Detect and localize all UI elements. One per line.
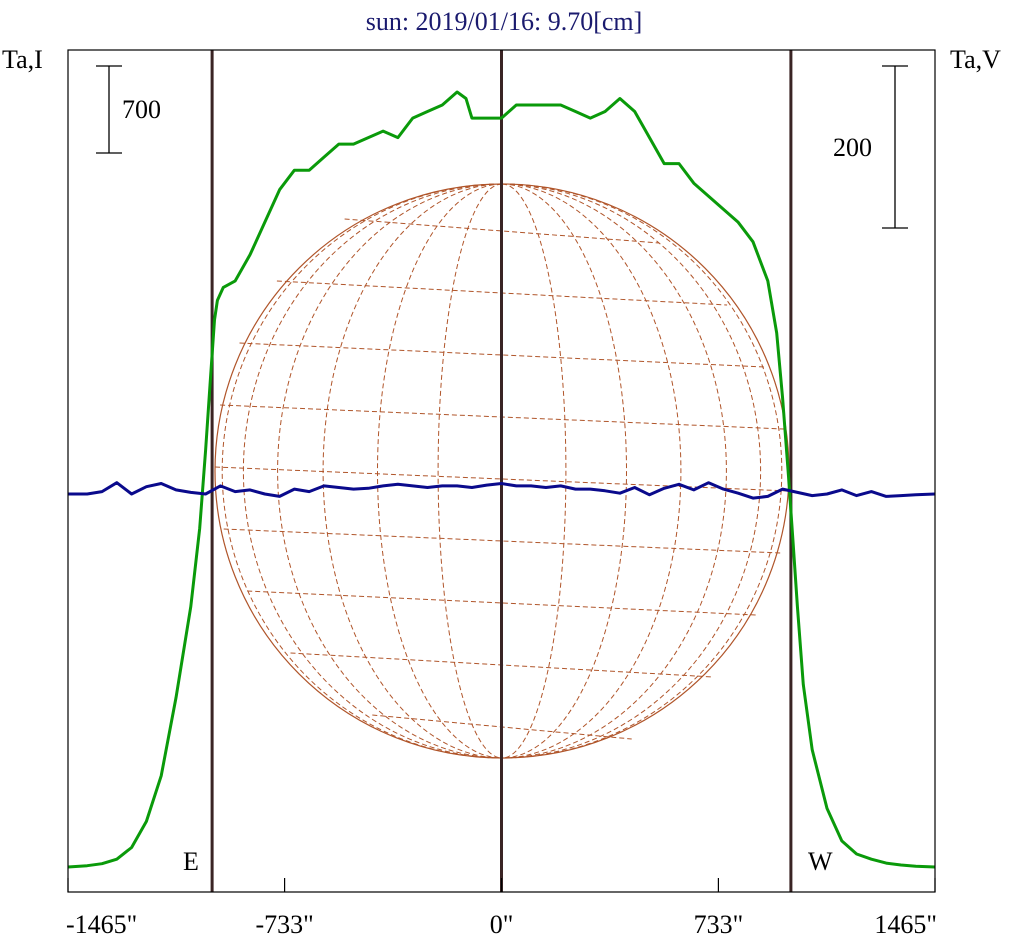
intensity-series-line xyxy=(67,90,936,869)
polarization-scale-label: 200 xyxy=(833,133,872,162)
intensity-scale-label: 700 xyxy=(122,95,161,124)
disk-meridian xyxy=(377,183,627,759)
x-tick-label: 733" xyxy=(694,910,744,939)
polarization-scale-bar: 200 xyxy=(833,65,908,229)
disk-parallel xyxy=(223,528,781,554)
x-tick-label: 1465" xyxy=(874,910,937,939)
disk-meridian xyxy=(277,183,727,759)
polarization-series-line xyxy=(68,481,936,500)
disk-parallel xyxy=(247,590,757,616)
right-axis-label: Ta,V xyxy=(950,45,1001,74)
disk-meridian xyxy=(221,183,783,759)
disk-meridian xyxy=(242,183,762,759)
x-tick-label: -1465" xyxy=(66,910,137,939)
intensity-scale-bar: 700 xyxy=(96,65,161,154)
disk-parallel xyxy=(344,218,660,244)
disk-meridian xyxy=(322,183,682,759)
x-tick-label: -733" xyxy=(255,910,313,939)
x-tick-label: 0" xyxy=(490,910,514,939)
left-axis-label: Ta,I xyxy=(2,45,43,74)
x-ticks: -1465" -733" 0" 733" 1465" xyxy=(66,878,937,939)
limb-lines xyxy=(210,50,793,892)
series-group xyxy=(67,90,936,869)
east-label: E xyxy=(183,847,199,876)
chart-title: sun: 2019/01/16: 9.70[cm] xyxy=(366,7,643,36)
west-label: W xyxy=(808,847,833,876)
